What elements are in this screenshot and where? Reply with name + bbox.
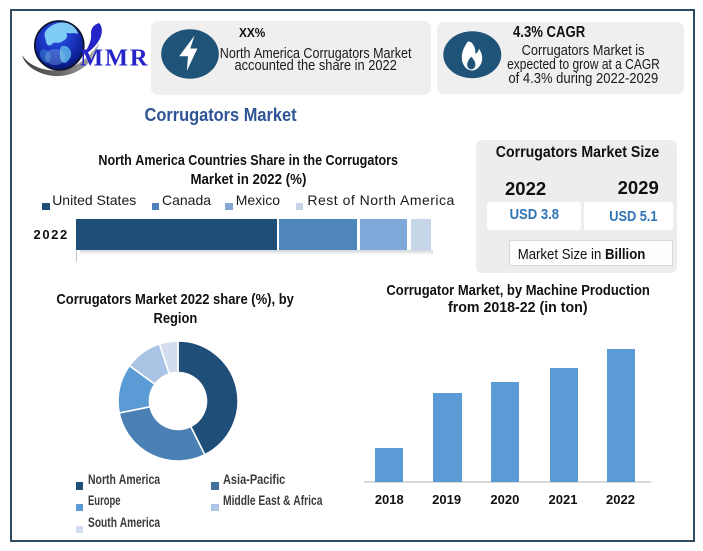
svg-text:MMR: MMR: [80, 45, 149, 72]
